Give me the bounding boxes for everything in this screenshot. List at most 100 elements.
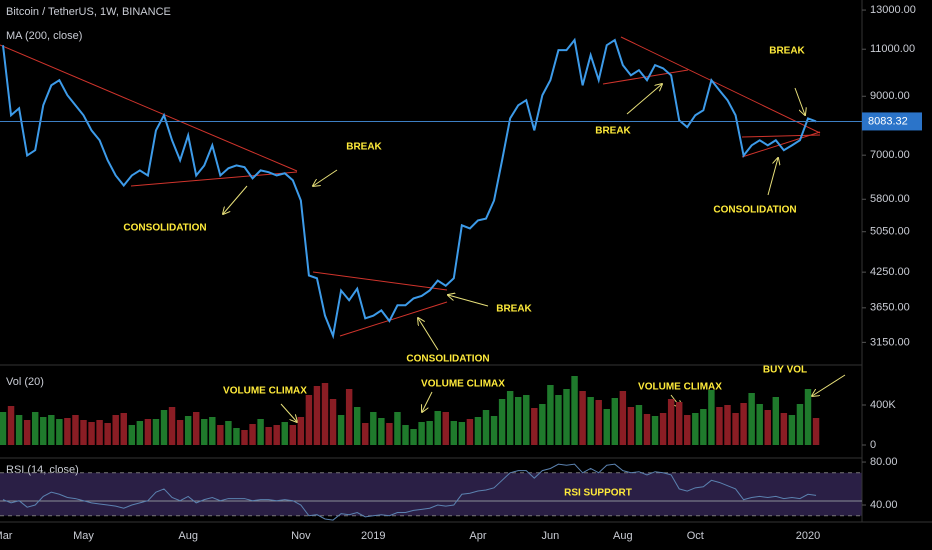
x-tick-label: Oct <box>687 530 704 542</box>
volume-bar <box>201 419 208 445</box>
y-tick-label: 400K <box>870 399 896 411</box>
x-tick-label: Aug <box>613 530 633 542</box>
arrow <box>418 318 439 351</box>
trend-lines <box>0 36 821 337</box>
volume-bar <box>466 419 474 445</box>
volume-title: Vol (20) <box>6 376 44 388</box>
volume-bar <box>764 410 771 445</box>
price-tag-label: 8083.32 <box>868 115 908 127</box>
volume-bar <box>88 422 95 445</box>
volume-bar <box>514 397 522 445</box>
volume-bar <box>289 425 297 445</box>
volume-bar <box>716 407 723 445</box>
volume-bar <box>112 415 119 445</box>
volume-bar <box>176 420 184 445</box>
trend-line <box>312 271 448 291</box>
x-tick-label: Nov <box>291 530 311 542</box>
annotation: RSI SUPPORT <box>564 488 632 499</box>
volume-bar <box>15 415 23 445</box>
volume-bar <box>635 405 643 445</box>
annotation: BREAK <box>595 126 631 137</box>
volume-bar <box>579 391 586 445</box>
volume-bar <box>152 419 160 445</box>
x-tick-label: 2020 <box>796 530 820 542</box>
trend-line <box>339 301 448 337</box>
arrow <box>448 295 489 307</box>
volume-bar <box>684 415 691 445</box>
volume-bar <box>233 428 240 445</box>
annotation: BREAK <box>769 46 805 57</box>
volume-bar <box>474 417 482 445</box>
y-tick-label: 13000.00 <box>870 4 916 16</box>
volume-bar <box>603 409 610 445</box>
volume-bar <box>265 427 272 445</box>
trend-line <box>741 131 821 158</box>
volume-bar <box>458 422 466 445</box>
volume-bar <box>571 376 578 445</box>
y-tick-label: 5800.00 <box>870 193 910 205</box>
annotation: CONSOLIDATION <box>406 354 489 365</box>
annotation: CONSOLIDATION <box>123 223 206 234</box>
indicator-label: MA (200, close) <box>6 30 82 42</box>
arrow <box>794 87 805 115</box>
volume-bar <box>410 429 417 445</box>
volume-bar <box>249 424 256 445</box>
y-tick-label: 7000.00 <box>870 149 910 161</box>
trend-line <box>130 171 298 187</box>
rsi-band-layer <box>0 472 862 516</box>
volume-bar <box>555 395 562 445</box>
volume-bar <box>321 383 329 445</box>
volume-bar <box>426 421 433 445</box>
volume-bar <box>619 391 627 445</box>
volume-bar <box>708 390 715 445</box>
volume-bar <box>700 409 707 445</box>
volume-bar <box>450 421 458 445</box>
volume-bar <box>740 403 747 445</box>
volume-bar <box>748 393 755 445</box>
x-tick-label: Mar <box>0 530 13 542</box>
volume-bar <box>241 430 248 445</box>
volume-bar <box>104 423 111 445</box>
x-tick-label: Jun <box>542 530 560 542</box>
volume-bar <box>611 398 619 445</box>
volume-bar <box>128 425 136 445</box>
volume-bar <box>329 399 337 445</box>
volume-bar <box>96 420 103 445</box>
volume-bar <box>659 413 667 445</box>
volume-bar <box>23 420 31 445</box>
annotation: BREAK <box>346 142 382 153</box>
volume-bar <box>595 400 602 445</box>
volume-bar <box>217 425 224 445</box>
x-tick-label: Aug <box>178 530 198 542</box>
volume-bar <box>563 389 570 445</box>
rsi-band <box>0 472 862 516</box>
volume-bar <box>370 412 377 445</box>
volume-bar <box>531 408 538 445</box>
volume-bar <box>434 411 441 445</box>
volume-bar <box>0 412 7 445</box>
volume-bar <box>160 410 168 445</box>
volume-bar <box>394 412 401 445</box>
volume-bar <box>772 397 780 445</box>
volume-bar <box>547 385 554 445</box>
volume-bar <box>756 404 763 445</box>
trend-line <box>0 44 298 172</box>
arrow <box>422 391 433 412</box>
volume-bar <box>184 416 192 445</box>
volume-bar <box>305 395 313 445</box>
volume-bar <box>281 422 288 445</box>
volume-bar <box>80 420 87 445</box>
volume-bar <box>490 416 498 445</box>
volume-bar <box>168 407 176 445</box>
x-tick-label: Apr <box>469 530 486 542</box>
volume-bar <box>192 412 200 445</box>
annotation: BREAK <box>496 304 532 315</box>
volume-bar <box>804 389 812 445</box>
volume-bar <box>724 405 731 445</box>
volume-bar <box>587 397 594 445</box>
volume-bar <box>64 418 71 445</box>
y-tick-label: 9000.00 <box>870 90 910 102</box>
annotation: VOLUME CLIMAX <box>223 386 307 397</box>
